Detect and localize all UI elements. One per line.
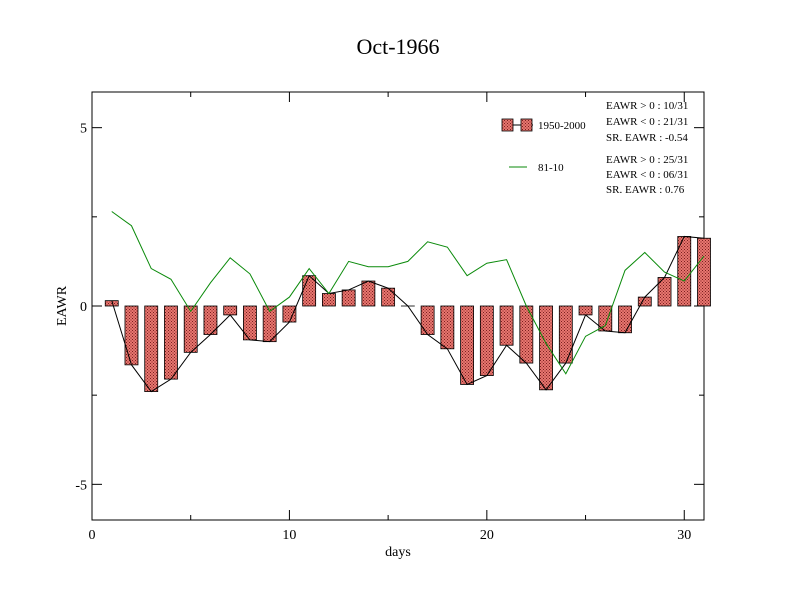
bar-day-5 [183, 305, 198, 353]
bar-day-21 [499, 305, 514, 346]
bar-day-23 [539, 305, 553, 391]
stat-sr-1950-2000: SR. EAWR : -0.54 [606, 132, 688, 144]
y-tick-label-0: 0 [80, 300, 87, 315]
bar-day-2 [124, 305, 139, 366]
bar-day-24 [558, 305, 573, 364]
legend: 1950-2000 81-10 [501, 118, 586, 174]
bar-day-18 [440, 305, 455, 350]
bar-day-27 [618, 305, 632, 334]
bar-day-10 [282, 305, 297, 323]
y-tick-label-5: 5 [80, 122, 87, 137]
bar-day-20 [479, 305, 494, 376]
x-tick-label-30: 30 [677, 528, 691, 543]
bar-day-17 [420, 305, 435, 335]
stat-sr-81-10: SR. EAWR : 0.76 [606, 184, 685, 196]
bar-day-3 [144, 305, 159, 392]
x-tick-label-10: 10 [282, 528, 296, 543]
plot-area [104, 211, 711, 393]
bar-day-15 [381, 287, 396, 307]
bar-day-14 [361, 280, 376, 307]
chart-title: Oct-1966 [356, 34, 439, 59]
stat-negative-1950-2000: EAWR < 0 : 21/31 [606, 116, 688, 128]
series-line-1950-2000 [111, 235, 705, 393]
legend-label-1950-2000: 1950-2000 [538, 120, 586, 132]
y-axis-label: EAWR [55, 285, 70, 326]
bar-day-7 [223, 305, 238, 316]
bar-day-31 [697, 237, 711, 307]
stats-1950-2000: EAWR > 0 : 10/31 EAWR < 0 : 21/31 SR. EA… [606, 100, 688, 144]
series-line-81-10 [111, 211, 705, 375]
x-tick-label-20: 20 [480, 528, 494, 543]
bar-day-12 [322, 293, 336, 307]
x-axis-label: days [385, 545, 411, 560]
x-tick-label-0: 0 [89, 528, 96, 543]
stats-81-10: EAWR > 0 : 25/31 EAWR < 0 : 06/31 SR. EA… [606, 154, 688, 196]
bar-day-13 [341, 289, 356, 307]
stat-positive-1950-2000: EAWR > 0 : 10/31 [606, 100, 688, 112]
bar-day-25 [578, 305, 593, 316]
stat-positive-81-10: EAWR > 0 : 25/31 [606, 154, 688, 166]
legend-label-81-10: 81-10 [538, 162, 564, 174]
stat-negative-81-10: EAWR < 0 : 06/31 [606, 169, 688, 181]
bar-day-19 [460, 305, 474, 385]
y-tick-label--5: -5 [75, 478, 87, 493]
legend-bar-swatch-right [520, 118, 533, 132]
bar-day-4 [164, 305, 178, 380]
legend-bar-swatch-left [501, 118, 514, 132]
axes: 0 10 20 30 5 0 -5 [75, 92, 704, 543]
legend-item-1950-2000: 1950-2000 [501, 118, 586, 132]
legend-item-81-10: 81-10 [509, 162, 564, 174]
